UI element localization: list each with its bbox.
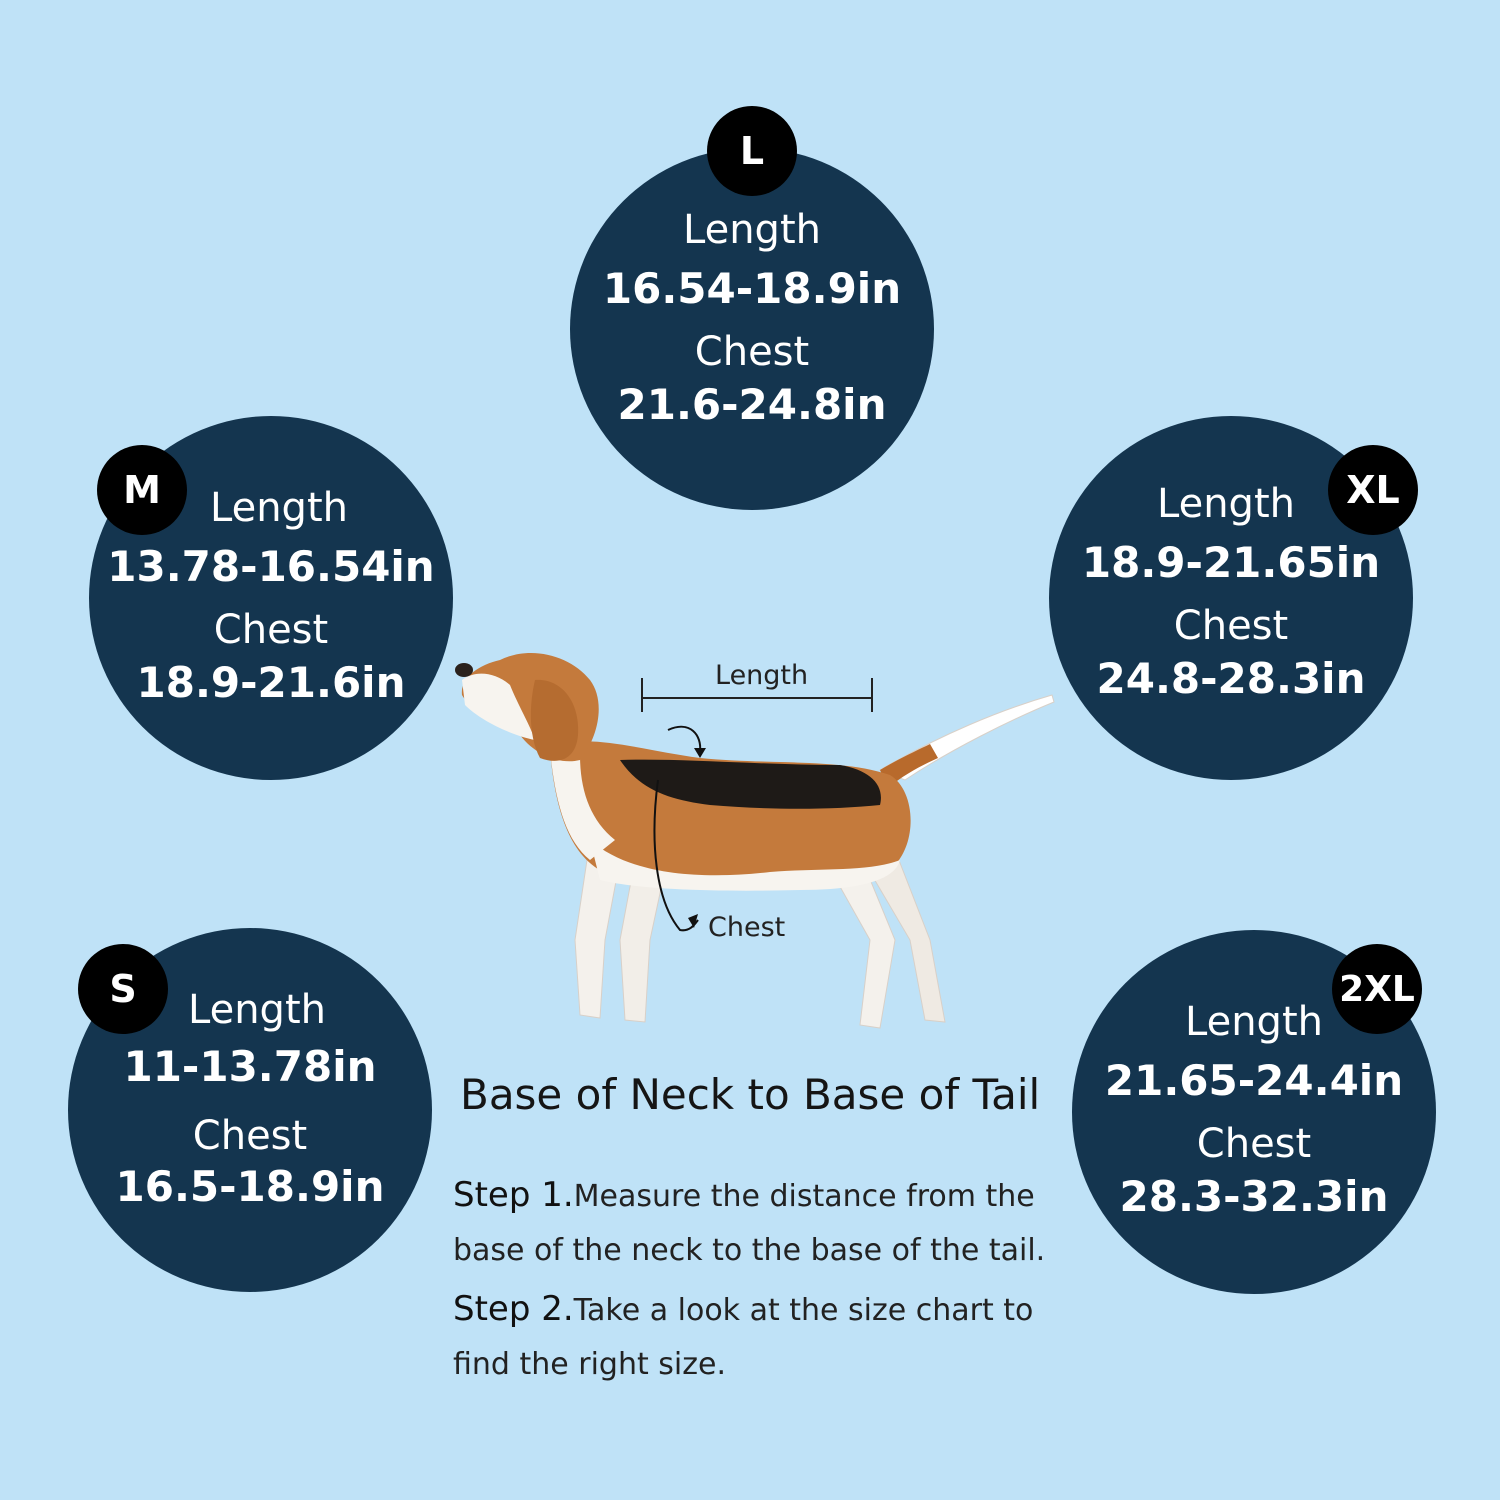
step-1: Step 1.Measure the distance from the bas… [453,1168,1053,1278]
chest-value: 24.8-28.3in [1096,654,1366,703]
chest-label: Chest [694,329,810,375]
length-label: Length [1185,999,1323,1045]
beagle-illustration [455,652,1055,1029]
length-value: 11-13.78in [123,1042,377,1091]
length-label: Length [1157,481,1295,527]
chest-label: Chest [192,1113,308,1159]
size-badge-m: M [97,445,187,535]
size-badge-l: L [707,106,797,196]
step-1-text: Measure the distance from the base of th… [453,1179,1046,1268]
chest-value: 21.6-24.8in [617,380,887,429]
chest-label: Chest [213,607,329,653]
size-badge-2xl: 2XL [1332,944,1422,1034]
length-value: 13.78-16.54in [107,542,435,591]
length-measure-label: Length [715,660,809,691]
chest-label: Chest [1173,603,1289,649]
chest-value: 28.3-32.3in [1119,1172,1389,1221]
length-label: Length [683,207,821,253]
size-card-2xl: Length 21.65-24.4in Chest 28.3-32.3in [1072,930,1436,1294]
size-card-l: Length 16.54-18.9in Chest 21.6-24.8in [570,148,934,510]
length-label: Length [210,485,348,531]
chest-label: Chest [1196,1121,1312,1167]
length-value: 21.65-24.4in [1104,1056,1404,1105]
length-value: 16.54-18.9in [602,264,902,313]
chest-measure-label: Chest [708,912,786,943]
chest-value: 16.5-18.9in [115,1162,385,1211]
step-2: Step 2.Take a look at the size chart to … [453,1282,1053,1392]
dog-measurement-diagram: Length Chest [440,640,1080,1050]
measurement-heading: Base of Neck to Base of Tail [460,1070,1041,1119]
size-card-m: Length 13.78-16.54in Chest 18.9-21.6in [89,416,453,780]
step-1-prefix: Step 1. [453,1175,574,1215]
size-badge-xl: XL [1328,445,1418,535]
step-2-prefix: Step 2. [453,1289,574,1329]
step-2-text: Take a look at the size chart to find th… [453,1293,1034,1382]
size-card-xl: Length 18.9-21.65in Chest 24.8-28.3in [1049,416,1413,780]
chest-value: 18.9-21.6in [136,658,406,707]
length-label: Length [188,987,326,1033]
length-value: 18.9-21.65in [1081,538,1381,587]
size-badge-s: S [78,944,168,1034]
